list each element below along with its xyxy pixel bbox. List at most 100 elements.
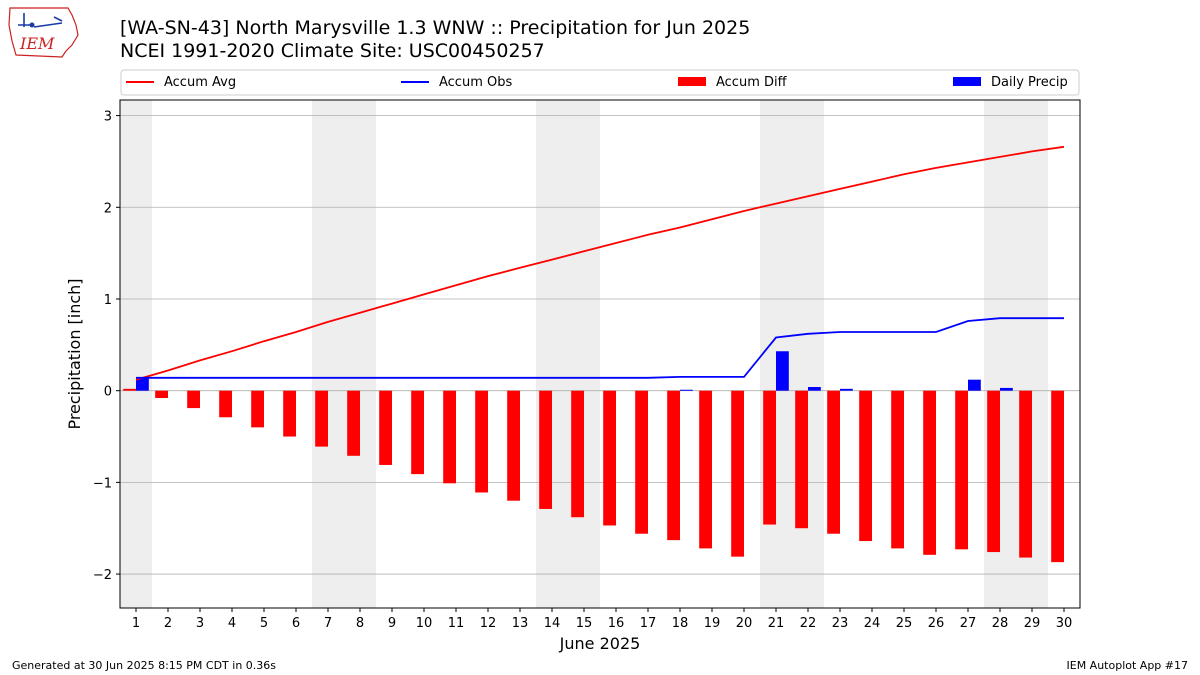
accum-diff-bar <box>603 390 616 526</box>
chart-subtitle: NCEI 1991-2020 Climate Site: USC00450257 <box>120 40 545 62</box>
x-axis-ticks: 1 2 3 4 5 6 7 8 9 10 11 12 13 14 15 16 17 18 19 20 21 22 23 24 2… <box>132 608 1072 631</box>
legend-box <box>120 69 1080 96</box>
accum-obs-line <box>136 317 1064 379</box>
y-tick-label: −2 <box>93 568 112 583</box>
x-tick-label: 16 <box>608 616 625 631</box>
legend-swatch <box>953 77 981 86</box>
weekend-band <box>120 100 152 608</box>
plot-frame <box>119 99 1081 609</box>
x-tick-label: 29 <box>1024 616 1041 631</box>
x-tick-label: 23 <box>832 616 849 631</box>
bar-series <box>123 351 1064 563</box>
x-tick-label: 25 <box>896 616 913 631</box>
grid-lines <box>120 115 1080 575</box>
x-tick-label: 28 <box>992 616 1009 631</box>
accum-diff-bar <box>891 390 904 549</box>
weekend-band <box>760 100 824 608</box>
accum-diff-bar <box>955 390 968 550</box>
x-tick-label: 3 <box>196 616 204 631</box>
accum-avg-line <box>135 145 1065 381</box>
x-tick-label: 4 <box>228 616 236 631</box>
x-tick-label: 22 <box>800 616 817 631</box>
x-axis-label: June 2025 <box>559 634 641 653</box>
accum-diff-bar <box>731 390 744 557</box>
x-tick-label: 12 <box>480 616 497 631</box>
legend-label: Accum Obs <box>439 75 512 90</box>
chart-title: [WA-SN-43] North Marysville 1.3 WNW :: P… <box>120 17 751 39</box>
logo-text: IEM <box>19 34 55 53</box>
accum-diff-bar <box>411 390 424 475</box>
weekend-band <box>536 100 600 608</box>
accum-diff-bar <box>283 390 296 437</box>
y-axis-label: Precipitation [inch] <box>65 278 84 429</box>
accum-diff-bar <box>123 388 136 391</box>
accum-diff-bar <box>763 390 776 525</box>
accum-diff-bar <box>827 390 840 534</box>
accum-diff-bar <box>347 390 360 456</box>
y-tick-label: 1 <box>104 293 112 308</box>
accum-diff-bar <box>987 390 1000 553</box>
accum-diff-bar <box>475 390 488 493</box>
daily-precip-bar <box>968 379 981 391</box>
accum-diff-bar <box>379 390 392 465</box>
accum-diff-bar <box>699 390 712 549</box>
x-tick-label: 11 <box>448 616 465 631</box>
x-tick-label: 20 <box>736 616 753 631</box>
accum-diff-bar <box>1051 390 1064 563</box>
accum-diff-bar <box>251 390 264 428</box>
iem-logo: IEM <box>8 7 79 58</box>
legend-label: Daily Precip <box>991 75 1068 90</box>
line-series <box>135 145 1065 381</box>
x-tick-label: 9 <box>388 616 396 631</box>
x-tick-label: 2 <box>164 616 172 631</box>
daily-precip-bar <box>808 387 821 391</box>
daily-precip-bar <box>680 389 693 391</box>
x-tick-label: 7 <box>324 616 332 631</box>
app-credit: IEM Autoplot App #17 <box>1066 659 1189 672</box>
legend-label: Accum Diff <box>716 75 788 90</box>
x-tick-label: 8 <box>356 616 364 631</box>
x-tick-label: 1 <box>132 616 140 631</box>
accum-diff-bar <box>571 390 584 518</box>
legend-swatch <box>678 77 706 86</box>
x-tick-label: 5 <box>260 616 268 631</box>
accum-diff-bar <box>1019 390 1032 558</box>
accum-diff-bar <box>507 390 520 501</box>
generated-timestamp: Generated at 30 Jun 2025 8:15 PM CDT in … <box>12 659 277 672</box>
x-tick-label: 21 <box>768 616 785 631</box>
legend: Accum Avg Accum Obs Accum Diff Daily Precip <box>120 69 1080 96</box>
y-tick-label: 0 <box>104 385 112 400</box>
accum-diff-bar <box>219 390 232 418</box>
weekend-band <box>312 100 376 608</box>
legend-label: Accum Avg <box>164 75 236 90</box>
accum-diff-bar <box>923 390 936 555</box>
accum-diff-bar <box>539 390 552 509</box>
accum-diff-bar <box>795 390 808 529</box>
daily-precip-bar <box>136 377 149 391</box>
weekend-bands <box>120 100 1048 608</box>
x-tick-label: 17 <box>640 616 657 631</box>
accum-diff-bar <box>187 390 200 409</box>
accum-diff-bar <box>443 390 456 484</box>
x-tick-label: 18 <box>672 616 689 631</box>
daily-precip-bar <box>1000 387 1013 391</box>
x-tick-label: 15 <box>576 616 593 631</box>
y-tick-label: −1 <box>93 476 112 491</box>
accum-diff-bar <box>859 390 872 542</box>
x-tick-label: 6 <box>292 616 300 631</box>
x-tick-label: 19 <box>704 616 721 631</box>
x-tick-label: 30 <box>1056 616 1073 631</box>
y-tick-label: 2 <box>104 201 112 216</box>
x-tick-label: 10 <box>416 616 433 631</box>
x-tick-label: 27 <box>960 616 977 631</box>
daily-precip-bar <box>776 351 789 391</box>
y-axis-ticks: −2 −1 0 1 2 3 <box>93 110 120 583</box>
accum-diff-bar <box>635 390 648 534</box>
y-tick-label: 3 <box>104 110 112 125</box>
accum-diff-bar <box>667 390 680 541</box>
x-tick-label: 14 <box>544 616 561 631</box>
daily-precip-bar <box>840 388 853 391</box>
accum-diff-bar <box>315 390 328 447</box>
accum-diff-bar <box>155 390 168 399</box>
